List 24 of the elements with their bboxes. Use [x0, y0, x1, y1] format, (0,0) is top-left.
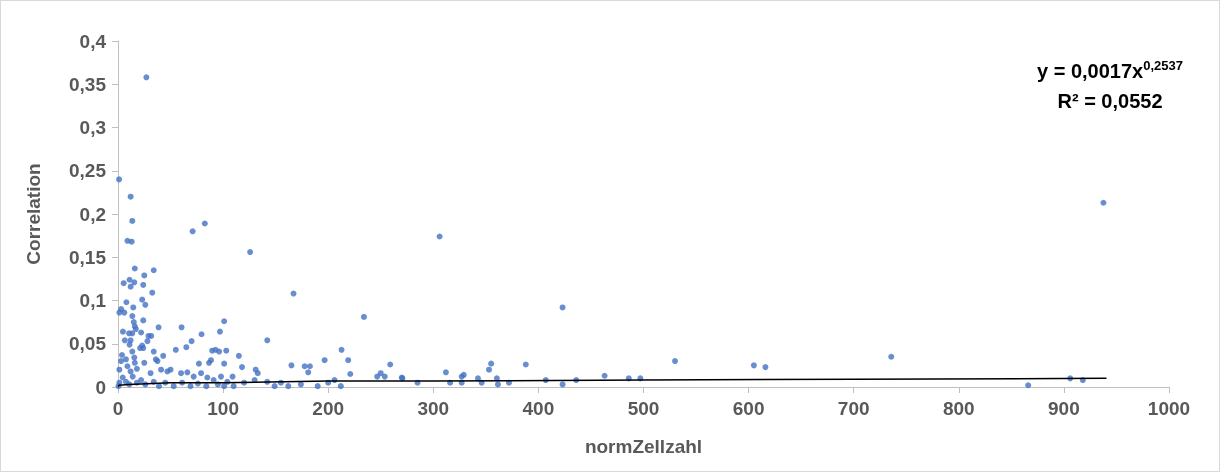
x-tick-label: 400 — [522, 398, 555, 419]
y-tick-label: 0,4 — [79, 30, 107, 52]
x-tick-label: 0 — [112, 398, 124, 419]
x-tick-label: 100 — [207, 398, 239, 419]
y-axis-title: Correlation — [23, 163, 44, 265]
x-tick-label: 800 — [942, 398, 975, 419]
x-tick-label: 200 — [312, 398, 345, 419]
x-axis-title: normZellzahl — [584, 436, 703, 457]
annotation: y = 0,0017x$^{0,2537}$ — [1037, 57, 1183, 84]
x-tick-label: 300 — [417, 398, 450, 419]
y-tick-label: 0,3 — [79, 117, 106, 138]
y-tick-label: 0,15 — [69, 246, 107, 268]
x-tick-label: 900 — [1048, 398, 1080, 419]
y-tick-label: 0,25 — [69, 160, 107, 182]
y-tick-label: 0,05 — [69, 333, 107, 355]
y-tick-label: 0 — [95, 376, 106, 398]
x-tick-label: 600 — [732, 398, 765, 419]
y-tick-label: 0,2 — [79, 203, 106, 225]
y-tick-label: 0,1 — [79, 290, 107, 311]
y-tick-label: 0,35 — [69, 73, 107, 95]
x-tick-label: 700 — [837, 398, 870, 419]
annotation: R² = 0,0552 — [1056, 88, 1164, 114]
x-tick-label: 1000 — [1147, 398, 1191, 419]
x-tick-label: 500 — [627, 398, 660, 419]
